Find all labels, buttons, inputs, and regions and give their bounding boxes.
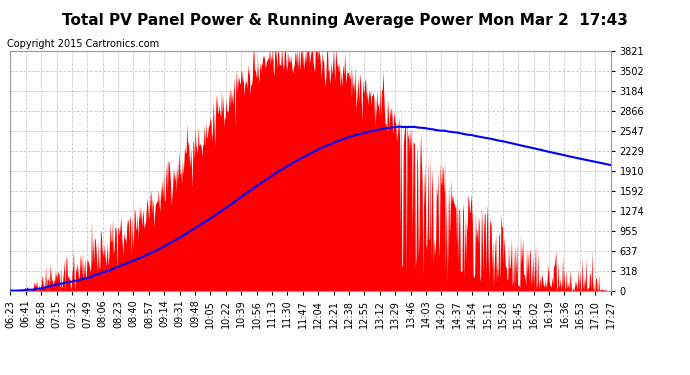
Text: Copyright 2015 Cartronics.com: Copyright 2015 Cartronics.com [7, 39, 159, 50]
Text: Total PV Panel Power & Running Average Power Mon Mar 2  17:43: Total PV Panel Power & Running Average P… [62, 13, 628, 28]
